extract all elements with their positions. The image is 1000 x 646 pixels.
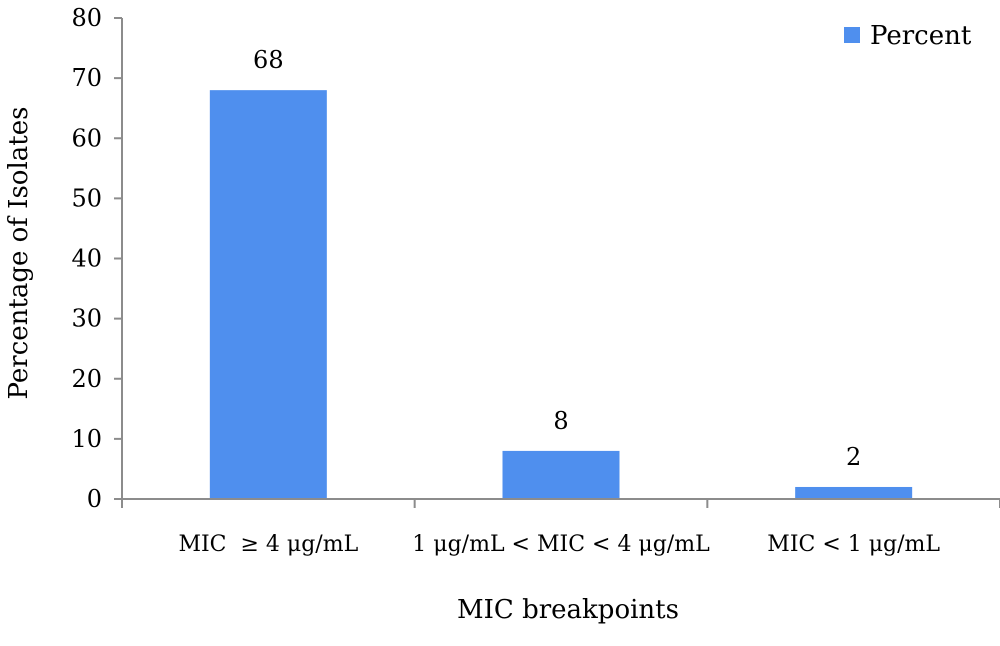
bar — [209, 90, 327, 500]
y-tick-label: 0 — [87, 485, 102, 513]
bar — [502, 450, 620, 499]
legend: Percent — [844, 21, 972, 51]
y-tick-label: 10 — [71, 425, 102, 453]
x-axis-ticks — [121, 499, 1000, 508]
y-tick-label: 30 — [71, 305, 102, 333]
bar-value-label: 2 — [846, 443, 861, 471]
bar-value-label: 68 — [253, 46, 284, 74]
legend-label: Percent — [870, 21, 972, 51]
y-tick-label: 80 — [71, 4, 102, 32]
y-axis-ticks: 0 10 20 30 40 50 60 70 80 — [71, 4, 122, 513]
y-tick-label: 70 — [71, 64, 102, 92]
legend-swatch — [844, 27, 860, 43]
x-axis-category-labels: MIC ≥ 4 μg/mL 1 μg/mL < MIC < 4 μg/mL MIC … — [178, 532, 940, 557]
y-tick-label: 50 — [71, 184, 102, 212]
bar — [795, 486, 913, 499]
x-axis-title: MIC breakpoints — [457, 595, 679, 625]
bar-value-label: 8 — [553, 407, 568, 435]
y-tick-label: 40 — [71, 245, 102, 273]
x-category-label: MIC ≥ 4 μg/mL — [178, 532, 358, 557]
x-category-label: MIC < 1 μg/mL — [767, 532, 940, 557]
y-tick-label: 20 — [71, 365, 102, 393]
y-tick-label: 60 — [71, 124, 102, 152]
y-axis-title: Percentage of Isolates — [4, 107, 34, 400]
bars — [209, 90, 913, 500]
data-labels: 68 8 2 — [253, 46, 861, 471]
x-category-label: 1 μg/mL < MIC < 4 μg/mL — [412, 532, 710, 557]
